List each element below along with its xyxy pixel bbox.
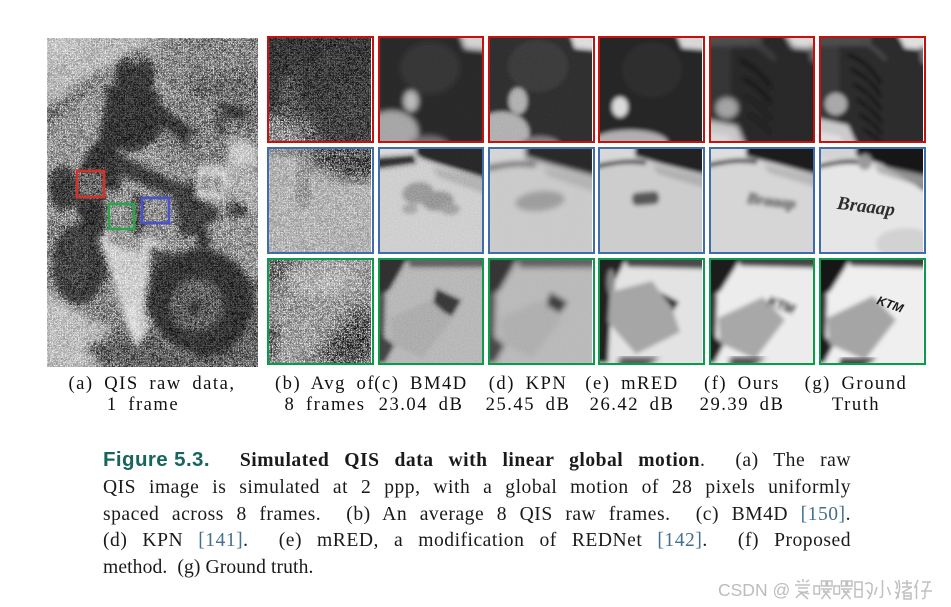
- svg-text:Braaap: Braaap: [745, 190, 797, 213]
- svg-text:CSDN @: CSDN @: [718, 580, 790, 600]
